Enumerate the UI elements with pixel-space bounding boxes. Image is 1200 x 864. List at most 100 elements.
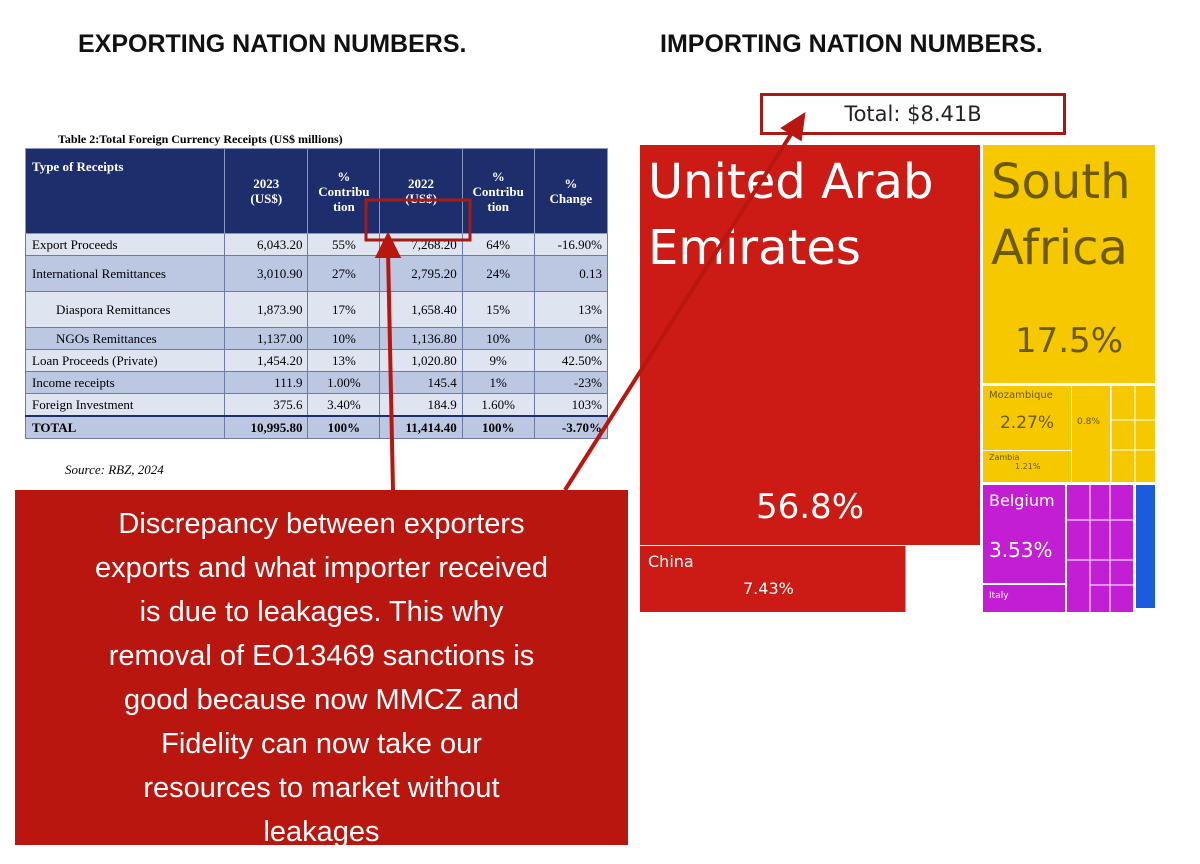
- table-cell: 145.4: [379, 371, 463, 394]
- table-row: TOTAL 10,995.80 100% 11,414.40 100% -3.70%: [24, 415, 609, 439]
- header-row: Type of Receipts 2023 (US$)% Contribu tion 20…: [24, 148, 609, 234]
- header-line: Contribu: [472, 183, 524, 199]
- table-cell: 64%: [461, 233, 535, 256]
- header-line: (US$): [250, 191, 283, 206]
- header-line: 2023: [253, 176, 280, 191]
- header-cell: % Contribu tion: [307, 148, 381, 234]
- tile-label: Emirates: [648, 220, 861, 276]
- tile-label: Zambia: [989, 453, 1020, 462]
- table-cell: 1.00%: [307, 371, 381, 394]
- tile-label: Italy: [989, 591, 1009, 601]
- table-cell: 0%: [533, 327, 609, 350]
- tile-small: 0.8%: [1072, 386, 1110, 482]
- header-cell: % Change: [533, 148, 609, 234]
- table-cell: 1,454.20: [224, 349, 309, 372]
- table-source: Source: RBZ, 2024: [65, 462, 164, 477]
- table-cell: Income receipts: [24, 371, 226, 394]
- arrow: [386, 249, 395, 491]
- table-cell: 1%: [461, 371, 535, 394]
- table-cell: 10,995.80: [224, 415, 309, 439]
- tile-belgium: Belgium 3.53%: [983, 485, 1065, 583]
- total-label: Total: $8.41B: [760, 93, 1066, 135]
- header-line: %: [564, 176, 578, 191]
- table-cell: 0.13: [533, 255, 609, 292]
- table-cell: 9%: [461, 349, 535, 372]
- table-cell: -3.70%: [533, 415, 609, 439]
- table-cell: 1,658.40: [379, 291, 463, 328]
- table-cell: International Remittances: [24, 255, 226, 292]
- table-row: Diaspora Remittances 1,873.90 17% 1,658.40 1…: [24, 291, 609, 328]
- table-cell: 3,010.90: [224, 255, 309, 292]
- header-cell: 2022 (US$): [379, 148, 463, 234]
- arrow: [563, 126, 797, 492]
- tile-share: 2.27%: [999, 413, 1054, 433]
- tile-label: Belgium: [989, 491, 1055, 510]
- table-cell: Export Proceeds: [24, 233, 226, 256]
- highlight-box: [364, 198, 472, 242]
- table-row: NGOs Remittances 1,137.00 10% 1,136.80 10% 0%: [24, 327, 609, 350]
- annotation-line: Fidelity can now take our: [161, 728, 482, 760]
- tile-uae: United Arab Emirates 56.8%: [640, 145, 980, 545]
- small-tiles: [905, 546, 980, 612]
- annotation-line: leakages: [263, 816, 380, 848]
- table-cell: 1,020.80: [379, 349, 463, 372]
- table-cell: 42.50%: [533, 349, 609, 372]
- table-cell: 17%: [307, 291, 381, 328]
- small-tiles: [1067, 386, 1155, 612]
- tile-small: [1067, 485, 1133, 612]
- table-cell: 103%: [533, 393, 609, 417]
- header-line: tion: [487, 198, 510, 214]
- header-line: %: [491, 168, 505, 184]
- table-row: International Remittances 3,010.90 27% 2,79…: [24, 255, 609, 292]
- table-cell: NGOs Remittances: [24, 327, 226, 350]
- receipts-table: Type of Receipts 2023 (US$)% Contribu tion 20…: [24, 148, 609, 439]
- table-cell: 3.40%: [307, 393, 381, 417]
- table-cell: -16.90%: [533, 233, 609, 256]
- header-cell: 2023 (US$): [224, 148, 309, 234]
- annotation-line: removal of EO13469 sanctions is: [108, 640, 535, 672]
- tile-china: China 7.43%: [640, 546, 906, 612]
- header-line: Change: [549, 191, 593, 206]
- arrowhead: [780, 112, 806, 142]
- table-cell: 13%: [533, 291, 609, 328]
- header-cell: Type of Receipts: [24, 148, 226, 234]
- table-row: Foreign Investment 375.6 3.40% 184.9 1.60% 10…: [24, 393, 609, 417]
- tile-label: Africa: [991, 220, 1128, 276]
- header-line: 2022: [408, 176, 435, 191]
- tile-label: United Arab: [648, 154, 934, 210]
- tile-dividers: [905, 386, 1155, 612]
- annotation-line: Discrepancy between exporters: [118, 508, 525, 540]
- annotation-line: resources to market without: [143, 772, 500, 804]
- tile-share: 3.53%: [989, 538, 1053, 562]
- annotation-line: good because now MMCZ and: [124, 684, 519, 716]
- table-cell: 6,043.20: [224, 233, 309, 256]
- header-cell: % Contribu tion: [461, 148, 535, 234]
- table-cell: 24%: [461, 255, 535, 292]
- table-cell: 55%: [307, 233, 381, 256]
- header-line: Type of Receipts: [32, 159, 124, 174]
- tile-small: [1111, 386, 1155, 482]
- table-cell: 11,414.40: [379, 415, 463, 439]
- tile-south-africa: South Africa 17.5%: [983, 145, 1155, 383]
- tile-share: 56.8%: [755, 487, 864, 527]
- header-line: %: [337, 168, 351, 184]
- table-cell: 375.6: [224, 393, 309, 417]
- heading-exporting: EXPORTING NATION NUMBERS.: [78, 30, 467, 58]
- header-line: tion: [333, 198, 355, 214]
- tile-zambia: Zambia 1.21%: [983, 451, 1071, 482]
- tile-label: Mozambique: [989, 390, 1053, 401]
- arrows: [374, 112, 806, 492]
- table-cell: TOTAL: [24, 415, 226, 439]
- table-caption: Table 2:Total Foreign Currency Receipts …: [58, 132, 343, 146]
- tile-share: 0.8%: [1077, 417, 1100, 427]
- table-cell: 27%: [307, 255, 381, 292]
- tile-share: 17.5%: [1014, 321, 1123, 361]
- tile-label: China: [648, 552, 694, 571]
- annotation-line: exports and what importer received: [95, 552, 548, 584]
- table-cell: -23%: [533, 371, 609, 394]
- table-row: Income receipts 111.9 1.00% 145.4 1% -23%: [24, 371, 609, 394]
- annotation-line: is due to leakages. This why: [139, 596, 504, 628]
- tile-small: [1136, 485, 1155, 608]
